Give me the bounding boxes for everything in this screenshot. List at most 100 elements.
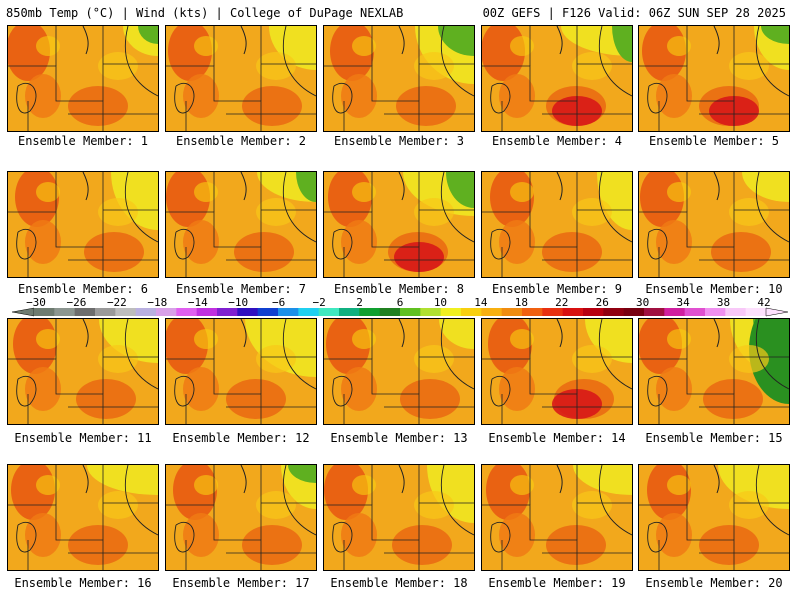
ensemble-map-panel — [638, 25, 790, 132]
ensemble-map-panel — [481, 318, 633, 425]
colorbar-swatch — [115, 308, 137, 316]
river-boundary — [556, 26, 563, 55]
state-border — [213, 26, 316, 101]
state-border — [371, 26, 474, 101]
temperature-contour — [174, 376, 195, 407]
state-border — [185, 394, 316, 424]
temperature-map — [166, 172, 316, 277]
temperature-map — [482, 465, 632, 570]
temperature-contour — [598, 172, 632, 243]
colorbar-tick-label: −22 — [107, 296, 127, 309]
colorbar-swatch — [359, 308, 381, 316]
colorbar-swatch — [664, 308, 686, 316]
state-border — [8, 358, 104, 424]
river-boundary — [240, 172, 247, 201]
temperature-contour — [755, 465, 789, 536]
state-border — [185, 247, 316, 277]
ensemble-map-panel — [165, 25, 317, 132]
ensemble-map-panel — [323, 25, 475, 132]
colorbar-tick-label: −18 — [147, 296, 167, 309]
chart-title: 850mb Temp (°C) | Wind (kts) | College o… — [6, 6, 404, 20]
ensemble-map-panel — [7, 318, 159, 425]
ensemble-member-label: Ensemble Member: 1 — [17, 134, 149, 148]
ensemble-member-label: Ensemble Member: 14 — [488, 431, 626, 445]
temperature-contour — [647, 83, 668, 114]
temperature-contour — [174, 522, 195, 553]
state-border — [658, 101, 789, 131]
state-border — [371, 465, 474, 540]
colorbar-swatch — [522, 308, 543, 316]
state-border — [27, 394, 158, 424]
state-border — [343, 247, 474, 277]
colorbar-swatch — [725, 308, 747, 316]
temperature-contour — [647, 229, 668, 260]
temperature-contour — [174, 83, 195, 114]
ensemble-member-label: Ensemble Member: 12 — [172, 431, 310, 445]
colorbar-swatch — [135, 308, 157, 316]
colorbar-tick-label: −26 — [67, 296, 87, 309]
river-boundary — [713, 465, 720, 494]
river-boundary — [556, 319, 563, 348]
state-border — [324, 65, 420, 131]
state-border — [371, 172, 474, 247]
state-border — [185, 101, 316, 131]
temperature-map — [166, 26, 316, 131]
ensemble-map-panel — [481, 25, 633, 132]
temperature-contour — [282, 172, 316, 243]
state-border — [343, 394, 474, 424]
temperature-contour — [332, 83, 353, 114]
state-border — [55, 172, 158, 247]
state-border — [55, 465, 158, 540]
colorbar-tick-label: 2 — [356, 296, 363, 309]
temperature-contour — [332, 522, 353, 553]
temperature-map — [639, 172, 789, 277]
temperature-map — [639, 465, 789, 570]
colorbar-tick-label: 38 — [717, 296, 730, 309]
colorbar-min-arrow — [11, 307, 35, 317]
colorbar-swatch — [278, 308, 299, 316]
temperature-map — [639, 319, 789, 424]
temperature-contour — [598, 26, 632, 97]
colorbar-swatch — [156, 308, 177, 316]
ensemble-member-label: Ensemble Member: 7 — [175, 282, 307, 296]
state-border — [658, 540, 789, 570]
colorbar-swatch — [705, 308, 726, 316]
state-border — [529, 465, 632, 540]
river-boundary — [398, 465, 405, 494]
river-boundary — [82, 26, 89, 55]
ensemble-member-label: Ensemble Member: 4 — [491, 134, 623, 148]
state-border — [658, 247, 789, 277]
ensemble-member-label: Ensemble Member: 2 — [175, 134, 307, 148]
state-border — [324, 504, 420, 570]
temperature-map — [8, 465, 158, 570]
temperature-contour — [755, 319, 789, 390]
colorbar-swatch — [501, 308, 523, 316]
ensemble-member-label: Ensemble Member: 10 — [645, 282, 783, 296]
river-boundary — [713, 319, 720, 348]
river-boundary — [82, 319, 89, 348]
temperature-contour — [332, 376, 353, 407]
temperature-contour — [16, 376, 37, 407]
temperature-contour — [490, 522, 511, 553]
ensemble-map-panel — [638, 318, 790, 425]
state-border — [8, 211, 104, 277]
temperature-contour — [490, 376, 511, 407]
ensemble-map-panel — [323, 464, 475, 571]
river-boundary — [398, 319, 405, 348]
state-border — [501, 247, 632, 277]
colorbar-swatch — [339, 308, 360, 316]
ensemble-member-label: Ensemble Member: 17 — [172, 576, 310, 590]
ensemble-member-label: Ensemble Member: 18 — [330, 576, 468, 590]
state-border — [501, 540, 632, 570]
colorbar-tick-label: −2 — [312, 296, 325, 309]
temperature-contour — [124, 26, 158, 97]
temperature-map — [482, 26, 632, 131]
temperature-contour — [598, 319, 632, 390]
colorbar-tick-label: −10 — [228, 296, 248, 309]
state-border — [55, 319, 158, 394]
temperature-map — [8, 172, 158, 277]
state-border — [686, 465, 789, 540]
colorbar-swatch — [400, 308, 421, 316]
state-border — [686, 172, 789, 247]
state-border — [55, 26, 158, 101]
